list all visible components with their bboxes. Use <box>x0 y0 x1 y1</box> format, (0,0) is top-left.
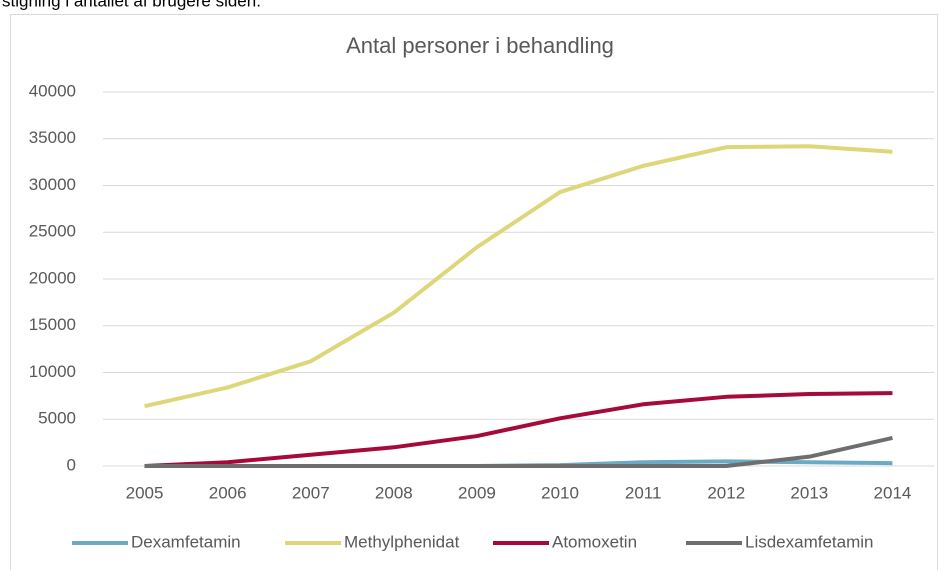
y-tick-label: 40000 <box>29 81 76 100</box>
y-tick-label: 25000 <box>29 222 76 241</box>
x-tick-label: 2007 <box>292 483 330 502</box>
y-tick-label: 20000 <box>29 268 76 287</box>
y-tick-label: 30000 <box>29 175 76 194</box>
y-tick-label: 10000 <box>29 362 76 381</box>
legend-label: Atomoxetin <box>552 532 637 551</box>
series-line <box>144 435 893 468</box>
series-line <box>144 391 893 468</box>
chart-title: Antal personer i behandling <box>346 33 614 58</box>
x-tick-label: 2008 <box>375 483 413 502</box>
page-text: stigning i antallet af brugere siden. <box>2 0 261 10</box>
x-tick-label: 2013 <box>790 483 828 502</box>
x-tick-label: 2012 <box>707 483 745 502</box>
x-tick-label: 2011 <box>625 483 662 502</box>
chart-frame <box>10 14 938 570</box>
legend-label: Lisdexamfetamin <box>745 532 874 551</box>
y-tick-label: 15000 <box>29 315 76 334</box>
legend-label: Methylphenidat <box>344 532 460 551</box>
x-tick-label: 2006 <box>209 483 247 502</box>
x-tick-label: 2014 <box>874 483 912 502</box>
series-line <box>144 144 893 409</box>
y-tick-label: 0 <box>67 455 76 474</box>
x-tick-label: 2009 <box>458 483 496 502</box>
x-tick-label: 2005 <box>126 483 164 502</box>
y-tick-label: 35000 <box>29 128 76 147</box>
legend-label: Dexamfetamin <box>131 532 241 551</box>
y-tick-label: 5000 <box>38 409 76 428</box>
x-tick-label: 2010 <box>541 483 579 502</box>
